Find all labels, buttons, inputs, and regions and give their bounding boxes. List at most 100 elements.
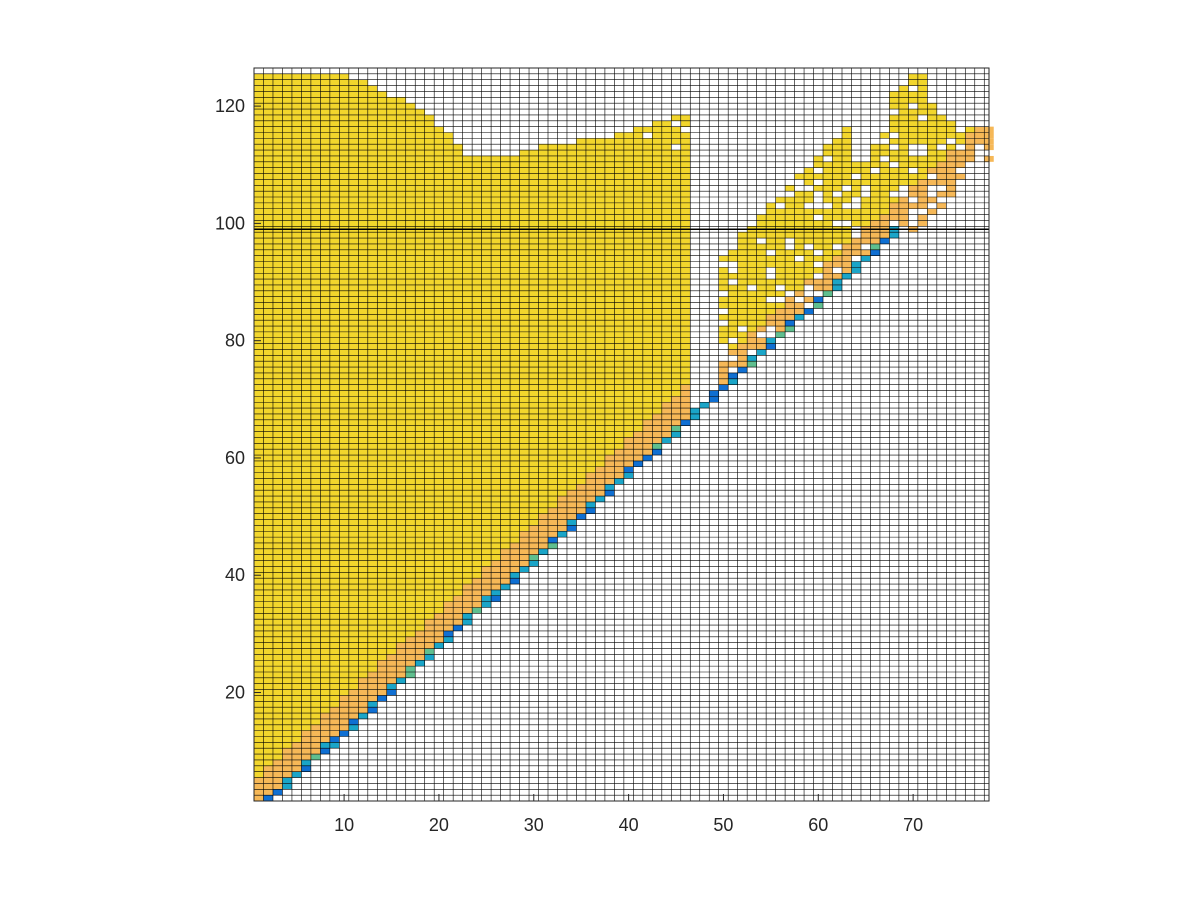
heatmap-cell xyxy=(339,214,349,221)
heatmap-cell xyxy=(377,560,387,567)
heatmap-cell xyxy=(254,595,264,602)
heatmap-cell xyxy=(320,689,330,696)
heatmap-cell xyxy=(377,619,387,626)
heatmap-cell xyxy=(472,232,482,239)
heatmap-cell xyxy=(548,537,558,543)
heatmap-cell xyxy=(424,138,435,145)
heatmap-cell xyxy=(898,150,909,156)
heatmap-cell xyxy=(396,202,406,209)
heatmap-cell xyxy=(386,671,397,678)
heatmap-cell xyxy=(282,238,292,244)
heatmap-cell xyxy=(263,695,273,702)
heatmap-cell xyxy=(263,619,273,626)
heatmap-cell xyxy=(936,161,947,168)
heatmap-cell xyxy=(443,138,454,145)
heatmap-cell xyxy=(405,109,416,115)
heatmap-cell xyxy=(339,490,349,497)
heatmap-cell xyxy=(623,320,634,327)
heatmap-cell xyxy=(291,677,302,684)
heatmap-cell xyxy=(680,367,691,373)
heatmap-cell xyxy=(263,537,273,543)
heatmap-cell xyxy=(576,202,586,209)
heatmap-cell xyxy=(462,507,473,514)
heatmap-cell xyxy=(272,308,283,315)
heatmap-cell xyxy=(946,167,956,174)
heatmap-cell xyxy=(386,408,397,414)
heatmap-cell xyxy=(310,660,321,667)
heatmap-cell xyxy=(254,742,264,749)
heatmap-cell xyxy=(557,519,567,526)
heatmap-cell xyxy=(320,103,330,110)
heatmap-cell xyxy=(434,501,444,508)
heatmap-cell xyxy=(320,326,330,332)
heatmap-cell xyxy=(339,648,349,655)
heatmap-cell xyxy=(491,572,501,579)
heatmap-cell xyxy=(500,419,511,426)
heatmap-cell xyxy=(500,531,511,538)
heatmap-cell xyxy=(348,361,359,368)
heatmap-cell xyxy=(728,308,738,315)
heatmap-cell xyxy=(633,437,643,444)
heatmap-cell xyxy=(595,349,605,356)
heatmap-cell xyxy=(491,490,501,497)
heatmap-cell xyxy=(548,220,558,227)
heatmap-cell xyxy=(472,273,482,280)
heatmap-cell xyxy=(595,138,605,145)
heatmap-cell xyxy=(254,261,264,268)
heatmap-cell xyxy=(396,179,406,186)
heatmap-cell xyxy=(291,144,302,151)
heatmap-cell xyxy=(396,542,406,549)
heatmap-cell xyxy=(491,584,501,590)
heatmap-cell xyxy=(301,255,311,262)
heatmap-cell xyxy=(282,613,292,620)
heatmap-cell xyxy=(614,220,624,227)
heatmap-cell xyxy=(377,671,387,678)
heatmap-cell xyxy=(529,331,539,338)
heatmap-cell xyxy=(348,636,359,643)
heatmap-cell xyxy=(585,261,596,268)
heatmap-cell xyxy=(766,343,776,350)
heatmap-cell xyxy=(633,355,643,362)
heatmap-cell xyxy=(405,302,416,309)
heatmap-cell xyxy=(377,666,387,672)
heatmap-cell xyxy=(377,425,387,432)
heatmap-cell xyxy=(557,367,567,373)
heatmap-cell xyxy=(481,296,492,303)
heatmap-cell xyxy=(329,138,340,145)
heatmap-cell xyxy=(320,730,330,737)
heatmap-cell xyxy=(367,484,378,491)
heatmap-cell xyxy=(358,126,368,133)
heatmap-cell xyxy=(282,589,292,596)
heatmap-cell xyxy=(453,425,463,432)
heatmap-cell xyxy=(424,343,435,350)
heatmap-cell xyxy=(595,155,605,162)
heatmap-cell xyxy=(358,173,368,180)
heatmap-cell xyxy=(614,290,624,297)
heatmap-cell xyxy=(462,595,473,602)
heatmap-cell xyxy=(529,214,539,221)
heatmap-cell xyxy=(548,302,558,309)
heatmap-cell xyxy=(785,232,795,239)
heatmap-cell xyxy=(405,560,416,567)
heatmap-cell xyxy=(254,537,264,543)
heatmap-cell xyxy=(310,308,321,315)
heatmap-cell xyxy=(756,337,767,344)
heatmap-cell xyxy=(472,337,482,344)
heatmap-cell xyxy=(434,367,444,373)
heatmap-cell xyxy=(519,419,530,426)
heatmap-cell xyxy=(263,548,273,555)
heatmap-cell xyxy=(272,279,283,285)
heatmap-cell xyxy=(434,197,444,203)
heatmap-cell xyxy=(272,243,283,250)
heatmap-cell xyxy=(472,279,482,285)
heatmap-cell xyxy=(263,419,273,426)
heatmap-cell xyxy=(453,437,463,444)
heatmap-cell xyxy=(405,595,416,602)
heatmap-cell xyxy=(680,255,691,262)
heatmap-cell xyxy=(291,378,302,385)
heatmap-cell xyxy=(291,408,302,414)
heatmap-cell xyxy=(756,343,767,350)
heatmap-cell xyxy=(908,191,918,197)
heatmap-cell xyxy=(453,290,463,297)
heatmap-cell xyxy=(301,490,311,497)
